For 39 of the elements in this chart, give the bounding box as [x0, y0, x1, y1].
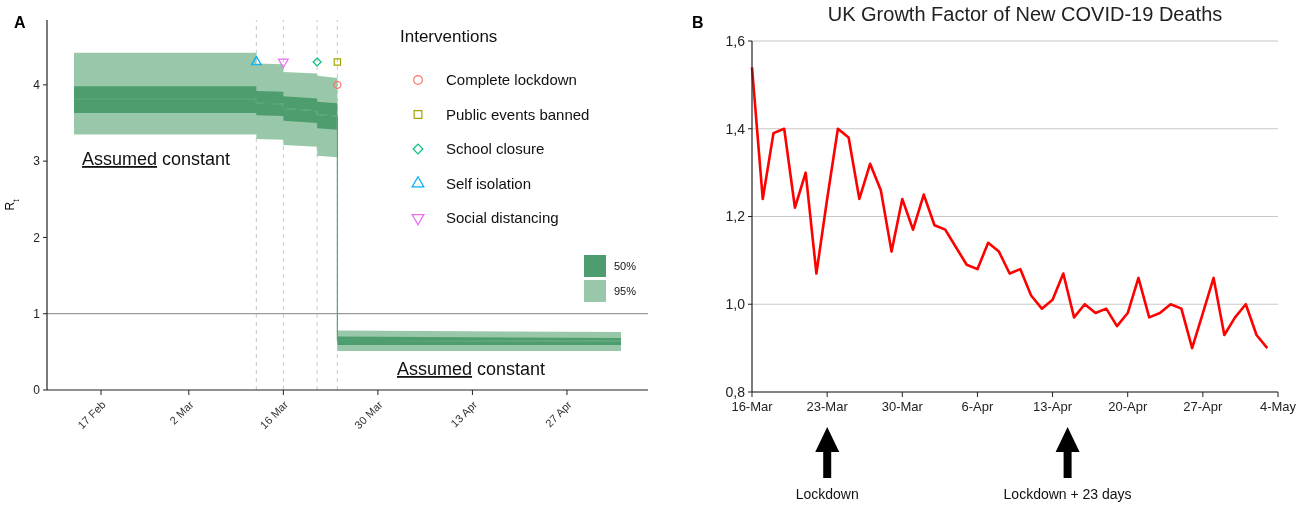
- text: Lockdown: [795, 486, 859, 502]
- annotation: Assumed constant: [82, 149, 231, 169]
- legend-label: School closure: [446, 140, 545, 158]
- chart-title: UK Growth Factor of New COVID-19 Deaths: [827, 3, 1223, 25]
- y-tick-label: 1,2: [725, 208, 746, 225]
- y-tick-label: 2: [33, 230, 41, 245]
- x-tick-label: 23-Mar: [806, 399, 849, 414]
- legend-label: Social distancing: [446, 209, 559, 227]
- x-tick-label: 20-Apr: [1108, 399, 1148, 414]
- x-tick-label: 30 Mar: [352, 398, 385, 432]
- x-tick-label: 4-May: [1259, 399, 1297, 414]
- text: B: [692, 14, 704, 31]
- x-tick-label: 17 Feb: [75, 398, 108, 432]
- x-tick-label: 6-Apr: [961, 399, 994, 414]
- y-tick-label: 1,0: [725, 296, 746, 313]
- annotation: Assumed constant: [397, 359, 546, 379]
- legend-label: Self isolation: [446, 174, 532, 192]
- legend-title: Interventions: [400, 27, 498, 46]
- x-tick-label: 13-Apr: [1033, 399, 1073, 414]
- x-tick-label: 16-Mar: [731, 399, 774, 414]
- y-tick-label: 3: [33, 154, 41, 169]
- legend-label: Complete lockdown: [446, 71, 577, 89]
- text: Lockdown + 23 days: [1003, 486, 1132, 502]
- text: A: [14, 14, 26, 31]
- x-tick-label: 27 Apr: [542, 398, 575, 430]
- y-tick-label: 1: [33, 306, 41, 321]
- x-tick-label: 13 Apr: [448, 398, 480, 430]
- y-tick-label: 0,8: [725, 383, 746, 400]
- x-tick-label: 27-Apr: [1183, 399, 1224, 414]
- legend-label: 95%: [614, 284, 637, 297]
- y-tick-label: 1,4: [725, 120, 746, 137]
- legend-label: Public events banned: [446, 105, 590, 123]
- legend-label: 50%: [614, 259, 637, 272]
- x-tick-label: 30-Mar: [881, 399, 924, 414]
- x-tick-label: 16 Mar: [257, 398, 291, 432]
- x-tick-label: 2 Mar: [167, 398, 196, 427]
- y-tick-label: 0: [33, 383, 41, 398]
- y-tick-label: 1,6: [725, 32, 746, 49]
- y-tick-label: 4: [33, 78, 41, 93]
